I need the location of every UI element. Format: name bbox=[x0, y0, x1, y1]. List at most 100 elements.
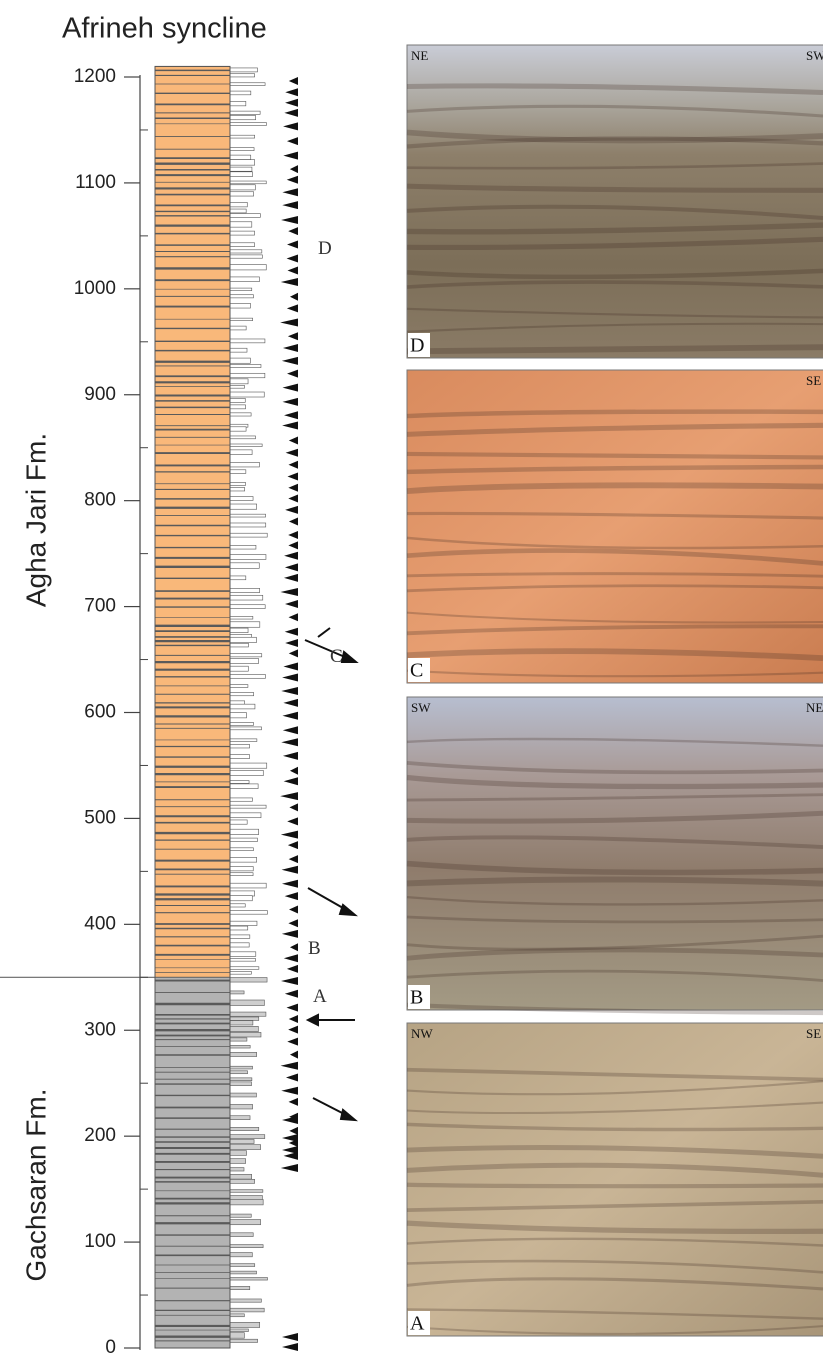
bed-box bbox=[230, 160, 255, 165]
bed-box bbox=[230, 798, 252, 801]
bed-box bbox=[230, 116, 256, 120]
triangle bbox=[287, 1038, 298, 1046]
bed-box bbox=[230, 1299, 261, 1302]
y-tick-label: 100 bbox=[84, 1231, 116, 1252]
triangle bbox=[289, 1015, 298, 1023]
y-tick-label: 800 bbox=[84, 490, 116, 511]
triangle bbox=[289, 613, 298, 621]
bed-box bbox=[230, 1038, 247, 1041]
triangle bbox=[289, 436, 298, 444]
triangle bbox=[285, 892, 298, 900]
bed-box bbox=[230, 427, 246, 431]
bed-box bbox=[230, 1179, 255, 1183]
bed-box bbox=[230, 392, 264, 397]
triangle bbox=[283, 344, 298, 352]
bed-box bbox=[230, 1145, 261, 1150]
triangle bbox=[285, 639, 298, 647]
bed-box bbox=[230, 555, 266, 560]
triangle bbox=[286, 1073, 298, 1081]
bed-box bbox=[230, 921, 257, 925]
bed-box bbox=[230, 68, 257, 72]
bed-box bbox=[230, 628, 248, 633]
bed-box bbox=[230, 1045, 250, 1048]
bed-box bbox=[230, 704, 255, 709]
bed-box bbox=[230, 123, 267, 126]
bed-box bbox=[230, 693, 254, 696]
bed-box bbox=[230, 1245, 263, 1248]
bed-box bbox=[230, 1026, 258, 1031]
bed-box bbox=[230, 1082, 251, 1086]
bed-box bbox=[230, 1199, 263, 1204]
bed-box bbox=[230, 1135, 265, 1139]
bed-box bbox=[230, 867, 253, 871]
bed-box bbox=[230, 277, 259, 282]
bed-box bbox=[230, 483, 246, 486]
bed-box bbox=[230, 358, 250, 363]
y-tick-label: 900 bbox=[84, 384, 116, 405]
triangle bbox=[286, 449, 298, 457]
bed-box bbox=[230, 713, 247, 718]
triangle bbox=[288, 531, 298, 539]
bed-box bbox=[230, 523, 266, 527]
triangle bbox=[284, 777, 298, 785]
bed-box bbox=[230, 265, 266, 270]
bed-box bbox=[230, 959, 256, 962]
bed-box bbox=[230, 873, 253, 876]
triangle bbox=[287, 241, 298, 249]
bed-box bbox=[230, 1314, 244, 1317]
bed-box bbox=[230, 904, 245, 907]
triangle bbox=[283, 726, 298, 734]
bed-box bbox=[230, 497, 253, 501]
triangle bbox=[281, 977, 298, 985]
bed-box bbox=[230, 288, 252, 291]
bed-box bbox=[230, 967, 259, 970]
triangle bbox=[282, 421, 298, 429]
bed-box bbox=[230, 318, 253, 321]
bed-box bbox=[230, 1190, 263, 1193]
bed-box bbox=[230, 1174, 252, 1179]
bed-box bbox=[230, 563, 259, 568]
y-tick-label: 200 bbox=[84, 1125, 116, 1146]
triangle bbox=[290, 943, 298, 951]
direction-label: SE bbox=[806, 373, 821, 388]
bed-box bbox=[230, 83, 265, 86]
triangle bbox=[288, 227, 298, 235]
bed-box bbox=[230, 209, 246, 213]
bed-box bbox=[230, 755, 250, 759]
bed-box bbox=[230, 829, 259, 834]
triangle bbox=[289, 906, 298, 914]
triangle bbox=[282, 201, 298, 209]
bed-box bbox=[230, 952, 256, 956]
bed-box bbox=[230, 373, 265, 377]
bed-box bbox=[230, 1329, 248, 1332]
bed-box bbox=[230, 1339, 258, 1342]
bed-box bbox=[230, 1333, 244, 1338]
triangle bbox=[287, 472, 298, 480]
triangle bbox=[282, 1146, 298, 1154]
triangle bbox=[283, 398, 298, 406]
bed-box bbox=[230, 1017, 259, 1020]
bed-box bbox=[230, 398, 245, 402]
triangle bbox=[284, 574, 298, 582]
triangle bbox=[288, 541, 298, 549]
triangle bbox=[281, 687, 298, 695]
bed-box bbox=[230, 1127, 259, 1130]
triangle bbox=[285, 628, 298, 636]
triangle bbox=[289, 77, 298, 85]
direction-label: SW bbox=[411, 700, 431, 715]
triangle bbox=[282, 880, 298, 888]
triangle bbox=[287, 304, 298, 312]
bed-box bbox=[230, 883, 266, 888]
y-tick-label: 1100 bbox=[75, 172, 116, 193]
photo: BSWNE bbox=[407, 697, 823, 1013]
triangle bbox=[283, 122, 298, 130]
triangle bbox=[282, 673, 298, 681]
triangle bbox=[290, 1051, 298, 1059]
triangle bbox=[282, 357, 298, 365]
bed-box bbox=[230, 1104, 253, 1109]
arrows bbox=[305, 628, 356, 1120]
triangle bbox=[282, 1134, 298, 1142]
y-tick-label: 300 bbox=[84, 1019, 116, 1040]
bed-box bbox=[230, 488, 245, 491]
bed-box bbox=[230, 943, 249, 947]
